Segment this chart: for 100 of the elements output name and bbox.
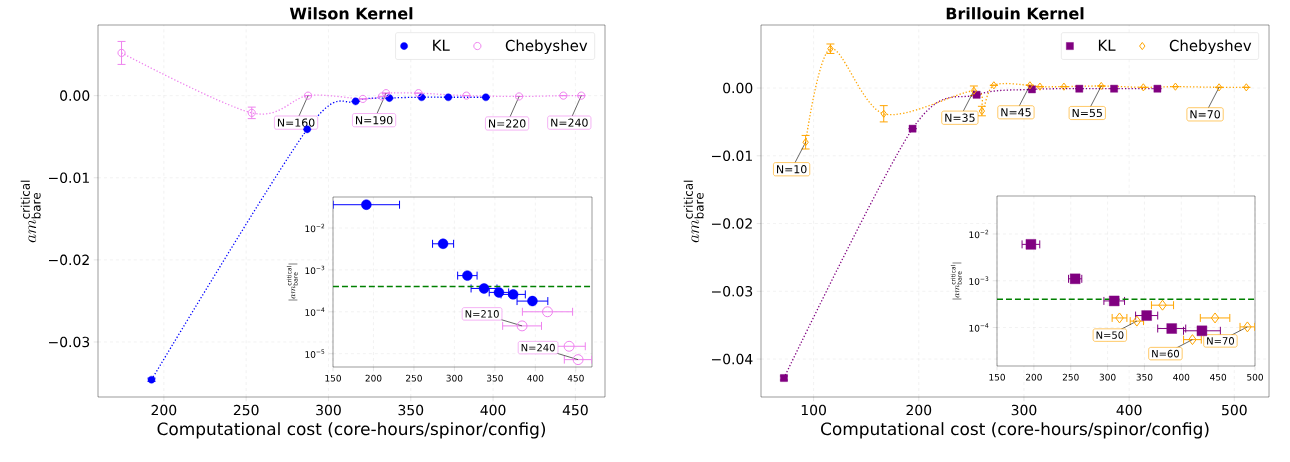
annotation: N=35: [945, 113, 975, 122]
x-tick-label: 200: [151, 404, 177, 416]
annotation: N=160: [277, 118, 315, 127]
x-tick-label: 100: [801, 404, 826, 416]
x-tick-label: 250: [233, 404, 259, 416]
point: [577, 91, 586, 100]
point: [478, 283, 490, 294]
point: [377, 92, 387, 101]
point: [514, 92, 524, 101]
y-axis-title: $am^{\mathrm{critical}}_{\mathrm{bare}}$: [20, 180, 41, 243]
y-tick-label: 10$^{−3}$: [305, 265, 325, 275]
x-axis-title: Computational cost (core-hours/spinor/config): [157, 422, 546, 439]
point: [444, 93, 453, 102]
point: [1025, 239, 1037, 250]
x-axis-title: Computational cost (core-hours/spinor/config): [821, 422, 1209, 439]
point: [507, 289, 519, 300]
point: [1060, 82, 1068, 91]
x-tick-label: 250: [406, 374, 422, 382]
point: [462, 270, 473, 281]
x-tick-label: 400: [527, 374, 544, 382]
annotation: N=55: [1072, 108, 1102, 118]
x-tick-label: 150: [989, 373, 1005, 381]
point: [358, 94, 367, 103]
point: [1215, 83, 1223, 92]
point: [990, 81, 998, 90]
x-tick-label: 450: [562, 404, 588, 416]
y-tick-label: −0.03: [711, 286, 753, 297]
y-tick-label: −0.03: [48, 336, 90, 348]
annotation: N=70: [1190, 110, 1220, 119]
legend-label: KL: [433, 39, 450, 51]
annotation: N=60: [1152, 349, 1180, 358]
point: [1243, 321, 1252, 333]
point: [1075, 84, 1084, 93]
point: [1196, 325, 1208, 336]
y-tick-label: 10$^{−4}$: [305, 307, 325, 316]
point: [1158, 299, 1167, 311]
point: [559, 91, 568, 100]
x-tick-label: 150: [325, 374, 341, 382]
x-tick-label: 450: [1210, 373, 1227, 381]
x-tick-label: 200: [1025, 373, 1042, 381]
annotation: N=45: [1001, 108, 1031, 117]
legend-label: Chebyshev: [505, 39, 588, 55]
point: [1109, 295, 1120, 307]
annotation: N=190: [356, 116, 393, 125]
point: [572, 354, 584, 366]
y-tick-label: −0.02: [711, 218, 752, 229]
point: [1188, 334, 1197, 346]
x-tick-label: 300: [1099, 373, 1116, 381]
legend-label: Chebyshev: [1169, 39, 1252, 55]
point: [563, 340, 575, 352]
x-tick-label: 200: [365, 374, 382, 382]
point: [414, 89, 423, 98]
x-tick-label: 250: [1062, 373, 1079, 381]
y-tick-label: 10$^{−2}$: [969, 229, 989, 239]
x-tick-label: 400: [1173, 373, 1190, 381]
y-tick-label: 10$^{−2}$: [305, 223, 325, 233]
point: [1166, 323, 1177, 334]
y-axis-title: $|am^{\mathrm{critical}}_{\mathrm{bare}}|$: [286, 263, 298, 301]
y-tick-label: 10$^{−3}$: [969, 276, 989, 285]
point: [1172, 82, 1179, 91]
point: [303, 91, 313, 100]
y-tick-label: 0.00: [60, 90, 90, 101]
point: [1115, 312, 1124, 324]
x-tick-label: 300: [316, 404, 341, 416]
point: [1140, 83, 1147, 92]
point: [1110, 84, 1118, 93]
x-tick-label: 500: [1222, 404, 1247, 416]
point: [482, 93, 490, 102]
y-tick-label: −0.01: [48, 172, 89, 184]
point: [1098, 81, 1105, 91]
y-tick-label: −0.02: [48, 254, 89, 266]
x-tick-label: 200: [906, 404, 932, 416]
point: [908, 124, 917, 133]
y-tick-label: 10$^{−5}$: [305, 349, 325, 358]
annotation: N=10: [777, 165, 807, 174]
annotation: N=210: [465, 310, 499, 318]
chart-title: Wilson Kernel: [289, 7, 413, 20]
annotation: N=240: [551, 118, 588, 127]
x-tick-label: 450: [567, 374, 584, 382]
point: [880, 109, 887, 118]
point: [527, 295, 538, 307]
annotation: N=70: [1207, 337, 1235, 345]
y-axis-title: $|am^{\mathrm{critical}}_{\mathrm{bare}}|$: [950, 262, 962, 300]
point: [542, 306, 553, 318]
point: [1153, 84, 1162, 93]
y-tick-label: 10$^{−4}$: [969, 323, 989, 332]
y-axis-title: $am^{\mathrm{critical}}_{\mathrm{bare}}$: [683, 180, 704, 243]
annotation: N=240: [521, 343, 555, 352]
point: [117, 48, 126, 57]
y-tick-label: −0.01: [711, 150, 752, 162]
y-tick-label: 0.00: [723, 82, 753, 94]
point: [381, 89, 391, 98]
point: [1141, 310, 1152, 321]
x-tick-label: 400: [1116, 404, 1142, 416]
legend-label: KL: [1098, 39, 1116, 51]
x-tick-label: 300: [446, 374, 463, 382]
annotation: N=220: [489, 119, 526, 128]
x-tick-label: 350: [487, 374, 503, 382]
y-tick-label: −0.04: [711, 353, 753, 365]
x-tick-label: 350: [398, 404, 424, 416]
